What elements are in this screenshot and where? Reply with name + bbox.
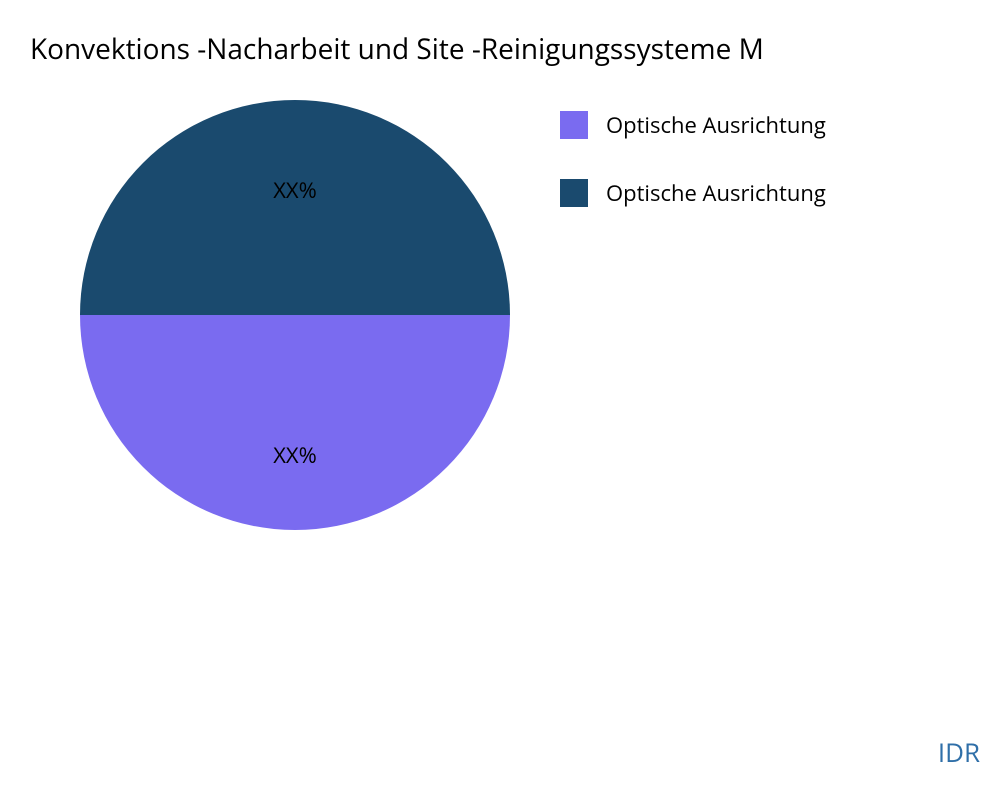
legend-item: Optische Ausrichtung (560, 110, 826, 140)
chart-title: Konvektions -Nacharbeit und Site -Reinig… (30, 30, 764, 68)
legend: Optische Ausrichtung Optische Ausrichtun… (560, 110, 826, 246)
watermark: IDR (938, 734, 980, 770)
legend-item: Optische Ausrichtung (560, 178, 826, 208)
slice-label-top: XX% (273, 175, 317, 205)
slice-label-bottom: XX% (273, 440, 317, 470)
legend-label: Optische Ausrichtung (606, 110, 826, 140)
legend-swatch-icon (560, 179, 588, 207)
legend-swatch-icon (560, 111, 588, 139)
legend-label: Optische Ausrichtung (606, 178, 826, 208)
pie-chart: XX% XX% (80, 100, 510, 530)
